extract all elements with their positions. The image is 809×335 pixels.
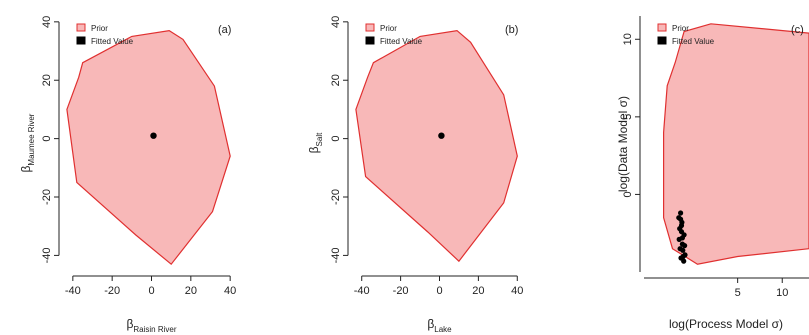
prior-region bbox=[355, 29, 518, 263]
x-tick-label: -20 bbox=[393, 285, 409, 297]
x-tick-label: 10 bbox=[776, 287, 788, 299]
prior-region bbox=[66, 29, 231, 266]
panel-label: (c) bbox=[791, 24, 804, 36]
fitted-value-point bbox=[677, 226, 683, 232]
legend-label: Prior bbox=[672, 24, 689, 33]
legend-label: Fitted Value bbox=[672, 37, 715, 46]
y-axis-title: βSalt bbox=[307, 132, 324, 153]
legend-key bbox=[76, 36, 86, 45]
fitted-value-point bbox=[682, 252, 688, 258]
legend-label: Fitted Value bbox=[91, 37, 134, 46]
y-tick-label: 40 bbox=[330, 16, 342, 28]
fitted-value-point bbox=[681, 232, 687, 238]
x-axis-title: log(Process Model σ) bbox=[669, 317, 783, 331]
legend-label: Prior bbox=[380, 24, 397, 33]
x-tick-label: 20 bbox=[185, 285, 197, 297]
x-tick-label: -40 bbox=[65, 285, 81, 297]
x-tick-label: 0 bbox=[436, 285, 442, 297]
fitted-value-point bbox=[682, 243, 688, 249]
legend-key bbox=[657, 23, 667, 32]
fitted-value-point bbox=[676, 236, 682, 242]
panel-label: (b) bbox=[505, 24, 518, 36]
y-axis-title-subscript: Salt bbox=[315, 132, 324, 147]
fitted-value-point bbox=[676, 215, 682, 221]
y-axis-title: log(Data Model σ) bbox=[616, 96, 630, 192]
x-tick-label: -20 bbox=[104, 285, 120, 297]
x-tick-label: 40 bbox=[224, 285, 236, 297]
y-tick-label: 10 bbox=[622, 33, 634, 45]
panel-1: -40 -20 0 20 40 -40 -20 0 20 40 βRaisin River βMaum… bbox=[19, 16, 236, 334]
fitted-value-point bbox=[679, 219, 685, 225]
fitted-value-point bbox=[150, 132, 157, 139]
x-tick-label: -40 bbox=[354, 285, 370, 297]
y-tick-label: -20 bbox=[330, 189, 342, 205]
y-tick-label: 0 bbox=[330, 136, 342, 142]
y-tick-label: 40 bbox=[41, 16, 53, 28]
x-tick-label: 0 bbox=[148, 285, 154, 297]
legend-key bbox=[657, 36, 667, 45]
y-tick-label: 20 bbox=[330, 74, 342, 86]
y-axis-title: βMaumee River bbox=[19, 113, 36, 172]
legend-label: Prior bbox=[91, 24, 108, 33]
legend-key bbox=[365, 36, 375, 45]
fitted-value-point bbox=[678, 255, 684, 261]
legend-key bbox=[76, 23, 86, 32]
prior-region bbox=[662, 23, 809, 265]
x-tick-label: 40 bbox=[511, 285, 523, 297]
x-tick-label: 20 bbox=[472, 285, 484, 297]
fitted-value-point bbox=[678, 210, 684, 216]
x-tick-label: 5 bbox=[735, 287, 741, 299]
legend-label: Fitted Value bbox=[380, 37, 423, 46]
y-tick-label: 0 bbox=[622, 191, 634, 197]
y-tick-label: -40 bbox=[41, 247, 53, 263]
panel-2: -40 -20 0 20 40 -40 -20 0 20 40 βLake βSalt (b) Prior… bbox=[307, 16, 523, 334]
y-axis-title-subscript: Maumee River bbox=[27, 113, 36, 165]
y-tick-label: 5 bbox=[622, 114, 634, 120]
y-tick-label: 0 bbox=[41, 136, 53, 142]
fitted-value-point bbox=[677, 246, 683, 252]
x-axis-title-subscript: Raisin River bbox=[133, 325, 176, 334]
y-tick-label: -20 bbox=[41, 189, 53, 205]
y-tick-label: 20 bbox=[41, 74, 53, 86]
x-axis-title: βLake bbox=[427, 317, 452, 334]
panel-label: (a) bbox=[218, 24, 231, 36]
legend-key bbox=[365, 23, 375, 32]
y-tick-label: -40 bbox=[330, 247, 342, 263]
fitted-value-point bbox=[438, 132, 445, 139]
x-axis-title-subscript: Lake bbox=[434, 325, 452, 334]
x-axis-title: βRaisin River bbox=[126, 317, 176, 334]
panel-3: 0 5 10 5 10 log(Process Model σ) log(Data Mode… bbox=[616, 16, 809, 331]
